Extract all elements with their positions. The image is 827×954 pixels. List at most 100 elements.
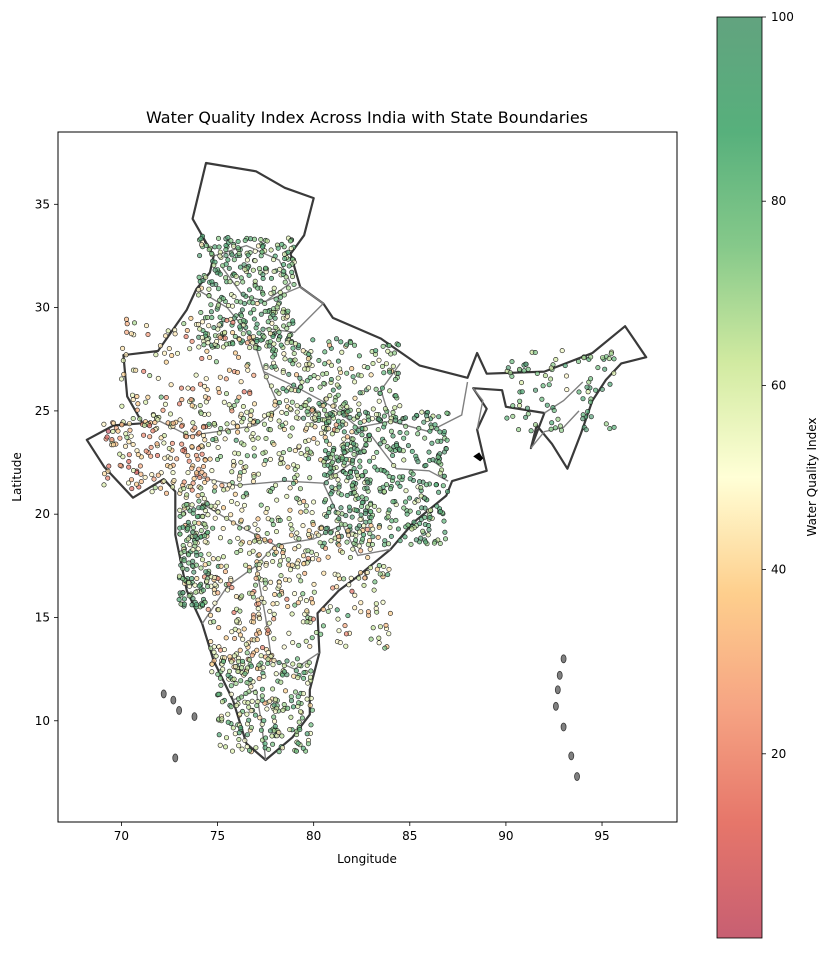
data-point <box>184 492 190 498</box>
data-point <box>386 566 392 572</box>
data-point <box>283 274 289 280</box>
data-point <box>185 453 191 459</box>
data-point <box>256 561 262 567</box>
data-point <box>230 319 236 325</box>
data-point <box>225 302 231 308</box>
data-point <box>387 524 393 530</box>
data-point <box>236 251 242 257</box>
data-point <box>339 349 345 355</box>
data-point <box>305 741 311 747</box>
data-point <box>313 629 319 635</box>
data-point <box>575 358 581 364</box>
data-point <box>247 417 253 423</box>
data-point <box>407 476 413 482</box>
data-point <box>611 356 617 362</box>
data-point <box>333 422 339 428</box>
data-point <box>383 361 389 367</box>
data-point <box>315 375 321 381</box>
data-point <box>281 426 287 432</box>
data-point <box>388 486 394 492</box>
data-point <box>186 593 192 599</box>
data-point <box>367 565 373 571</box>
data-point <box>119 403 125 409</box>
data-point <box>269 517 275 523</box>
data-point <box>233 273 239 279</box>
data-point <box>232 333 238 339</box>
data-point <box>304 378 310 384</box>
data-point <box>190 563 196 569</box>
data-point <box>553 356 559 362</box>
data-point <box>273 296 279 302</box>
data-point <box>397 419 403 425</box>
data-point <box>336 516 342 522</box>
data-point <box>328 530 334 536</box>
data-point <box>306 397 312 403</box>
data-point <box>583 427 589 433</box>
data-point <box>198 309 204 315</box>
data-point <box>145 394 151 400</box>
island <box>160 689 167 699</box>
data-point <box>267 489 273 495</box>
data-point <box>263 735 269 741</box>
data-point <box>195 493 201 499</box>
data-point <box>237 324 243 330</box>
data-point <box>346 582 352 588</box>
data-point <box>390 433 396 439</box>
data-point <box>557 423 563 429</box>
data-point <box>262 300 268 306</box>
data-point <box>239 746 245 752</box>
data-point <box>263 265 269 271</box>
data-point <box>288 532 294 538</box>
data-point <box>239 694 245 700</box>
data-point <box>254 321 260 327</box>
data-point <box>335 510 341 516</box>
data-point <box>177 401 183 407</box>
data-point <box>104 434 110 440</box>
data-point <box>225 719 231 725</box>
data-point <box>215 386 221 392</box>
data-point <box>327 470 333 476</box>
data-point <box>237 525 243 531</box>
data-point <box>290 640 296 646</box>
data-point <box>206 421 212 427</box>
data-point <box>273 671 279 677</box>
data-point <box>190 386 196 392</box>
data-point <box>285 464 291 470</box>
data-point <box>290 318 296 324</box>
data-point <box>281 292 287 298</box>
data-point <box>585 409 591 415</box>
data-point <box>296 719 302 725</box>
data-point <box>336 410 342 416</box>
data-point <box>190 434 196 440</box>
data-point <box>181 558 187 564</box>
data-point <box>233 593 239 599</box>
colorbar-ticks: 20 40 60 80 100 <box>762 10 794 761</box>
data-point <box>270 346 276 352</box>
data-point <box>356 401 362 407</box>
data-point <box>402 534 408 540</box>
data-point <box>510 413 516 419</box>
data-point <box>287 406 293 412</box>
data-point <box>434 503 440 509</box>
data-point <box>231 257 237 263</box>
data-point <box>427 514 433 520</box>
data-point <box>135 401 141 407</box>
data-point <box>357 420 363 426</box>
data-point <box>217 675 223 681</box>
data-point <box>323 455 329 461</box>
data-point <box>299 379 305 385</box>
data-point <box>600 355 606 361</box>
data-point <box>239 313 245 319</box>
data-point <box>251 615 257 621</box>
data-point <box>266 620 272 626</box>
data-point <box>196 287 202 293</box>
data-point <box>413 537 419 543</box>
data-point <box>138 479 144 485</box>
data-point <box>270 686 276 692</box>
data-point <box>326 359 332 365</box>
data-point <box>352 379 358 385</box>
data-point <box>323 396 329 402</box>
data-point <box>273 482 279 488</box>
data-point <box>304 409 310 415</box>
data-point <box>308 596 314 602</box>
